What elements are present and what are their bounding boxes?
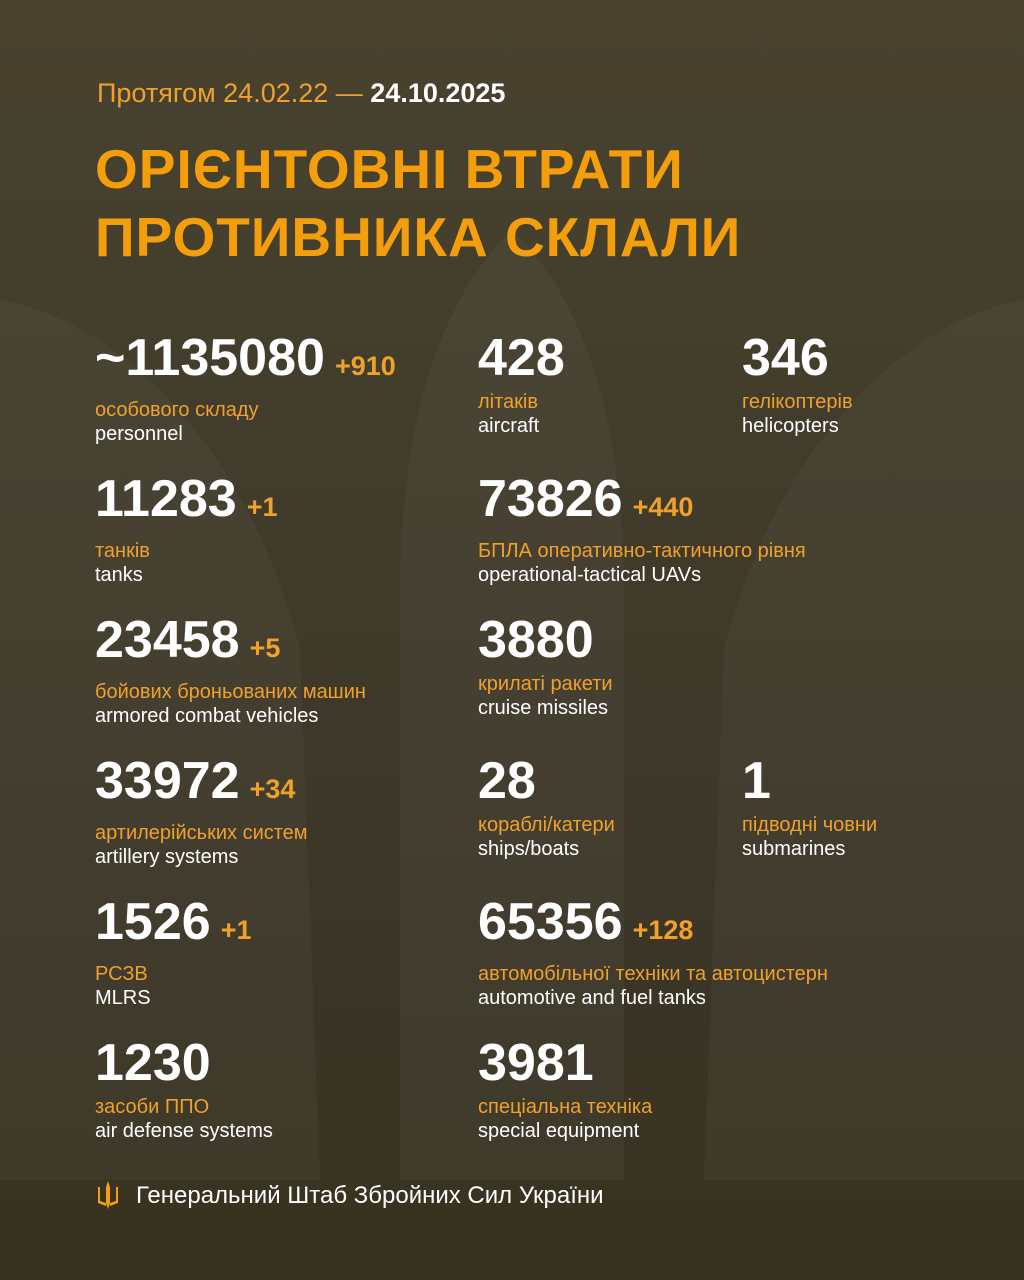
stat-value: 3981 <box>478 1034 594 1092</box>
stat-label-en: cruise missiles <box>478 697 609 719</box>
stat-cruise-missiles: 3880 крилаті ракети cruise missiles <box>478 612 613 720</box>
trident-icon <box>98 1181 118 1209</box>
stat-aircraft: 428 літаків aircraft <box>478 330 565 438</box>
stat-label-en: submarines <box>742 838 846 860</box>
stat-value: 33972 +34 <box>95 752 296 810</box>
stat-label-en: automotive and fuel tanks <box>478 987 706 1009</box>
stat-label-en: special equipment <box>478 1120 640 1142</box>
stat-label-ua: артилерійських систем <box>95 822 308 844</box>
stat-value: 1 <box>742 752 771 810</box>
stat-label-en: personnel <box>95 423 183 445</box>
stat-armored-combat-vehicles: 23458 +5 бойових броньованих машин armored … <box>95 612 366 728</box>
stat-helicopters: 346 гелікоптерів helicopters <box>742 330 853 438</box>
stat-delta: +5 <box>249 633 281 663</box>
stat-delta: +440 <box>632 492 694 522</box>
stat-artillery-systems: 33972 +34 артилерійських систем artillery s… <box>95 753 308 869</box>
stat-label-ua: особового складу <box>95 399 259 421</box>
stat-label-ua: РСЗВ <box>95 963 148 985</box>
stat-label-ua: засоби ППО <box>95 1096 210 1118</box>
stat-label-en: helicopters <box>742 415 839 437</box>
stat-tanks: 11283 +1 танків tanks <box>95 471 278 587</box>
stat-label-en: MLRS <box>95 987 151 1009</box>
stat-value: 3880 <box>478 611 594 669</box>
stat-value: ~1135080 +910 <box>95 329 396 387</box>
stat-label-en: tanks <box>95 564 143 586</box>
stat-label-ua: спеціальна техніка <box>478 1096 653 1118</box>
stat-label-ua: автомобільної техніки та автоцистерн <box>478 963 828 985</box>
stat-label-en: operational-tactical UAVs <box>478 564 702 586</box>
page-title: ОРІЄНТОВНІ ВТРАТИ ПРОТИВНИКА СКЛАЛИ <box>95 138 742 268</box>
stat-delta: +34 <box>249 774 296 804</box>
stat-delta: +1 <box>246 492 278 522</box>
stat-label-en: ships/boats <box>478 838 580 860</box>
footer: Генеральний Штаб Збройних Сил України <box>96 1181 604 1211</box>
period: Протягом 24.02.22 — 24.10.2025 <box>97 78 506 108</box>
stat-value: 346 <box>742 329 829 387</box>
stat-value: 28 <box>478 752 536 810</box>
stat-value: 11283 +1 <box>95 470 278 528</box>
stat-label-ua: літаків <box>478 391 538 413</box>
stat-delta: +910 <box>334 351 396 381</box>
stat-value: 65356 +128 <box>478 893 694 951</box>
stat-value: 428 <box>478 329 565 387</box>
stat-submarines: 1 підводні човни submarines <box>742 753 877 861</box>
stat-special-equipment: 3981 спеціальна техніка special equipment <box>478 1035 652 1143</box>
stat-value: 73826 +440 <box>478 470 694 528</box>
stat-value: 1230 <box>95 1034 211 1092</box>
stat-value: 1526 +1 <box>95 893 252 951</box>
stat-automotive-and-fuel-tanks: 65356 +128 автомобільної техніки та автоци… <box>478 894 828 1010</box>
stat-label-ua: гелікоптерів <box>742 391 853 413</box>
stat-label-ua: бойових броньованих машин <box>95 681 366 703</box>
stat-value: 23458 +5 <box>95 611 281 669</box>
stat-label-en: artillery systems <box>95 846 239 868</box>
stat-label-ua: підводні човни <box>742 814 878 836</box>
stat-delta: +1 <box>220 915 252 945</box>
stat-label-ua: танків <box>95 540 150 562</box>
stat-label-ua: крилаті ракети <box>478 673 613 695</box>
stat-label-ua: БПЛА оперативно-тактичного рівня <box>478 540 806 562</box>
stat-label-en: air defense systems <box>95 1120 273 1142</box>
stat-label-ua: кораблі/катери <box>478 814 615 836</box>
stat-operational-tactical-uavs: 73826 +440 БПЛА оперативно-тактичного рівн… <box>478 471 806 587</box>
stat-air-defense-systems: 1230 засоби ППО air defense systems <box>95 1035 273 1143</box>
stat-ships-boats: 28 кораблі/катери ships/boats <box>478 753 615 861</box>
stat-delta: +128 <box>632 915 694 945</box>
stat-label-en: aircraft <box>478 415 540 437</box>
stat-mlrs: 1526 +1 РСЗВ MLRS <box>95 894 251 1010</box>
stat-personnel: ~1135080 +910 особового складу personnel <box>95 330 396 446</box>
stat-label-en: armored combat vehicles <box>95 705 319 727</box>
